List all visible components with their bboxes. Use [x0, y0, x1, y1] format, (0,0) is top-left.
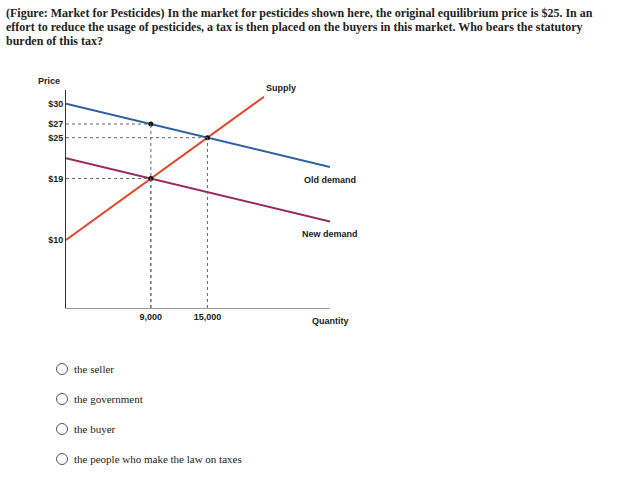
- svg-text:Quantity: Quantity: [312, 316, 349, 326]
- svg-text:Supply: Supply: [266, 83, 296, 93]
- svg-text:$27: $27: [48, 119, 63, 129]
- html-text:(Figure: Market for Pesticides: (Figure: Market for Pesticides) In the m…: [6, 6, 593, 48]
- svg-text:9,000: 9,000: [140, 312, 163, 322]
- svg-text:15,000: 15,000: [194, 312, 222, 322]
- svg-text:Price: Price: [38, 76, 60, 86]
- html-text:the government: the government: [74, 393, 143, 405]
- svg-text:$19: $19: [48, 174, 63, 184]
- html-text:the people who make the law on: the people who make the law on taxes: [74, 453, 242, 465]
- html-text:the buyer: the buyer: [74, 423, 116, 435]
- svg-text:$25: $25: [48, 133, 63, 143]
- svg-text:$10: $10: [48, 235, 63, 245]
- svg-text:New demand: New demand: [302, 229, 358, 239]
- html-text:the seller: the seller: [74, 363, 114, 375]
- svg-text:$30: $30: [48, 99, 63, 109]
- svg-text:Old demand: Old demand: [304, 175, 356, 185]
